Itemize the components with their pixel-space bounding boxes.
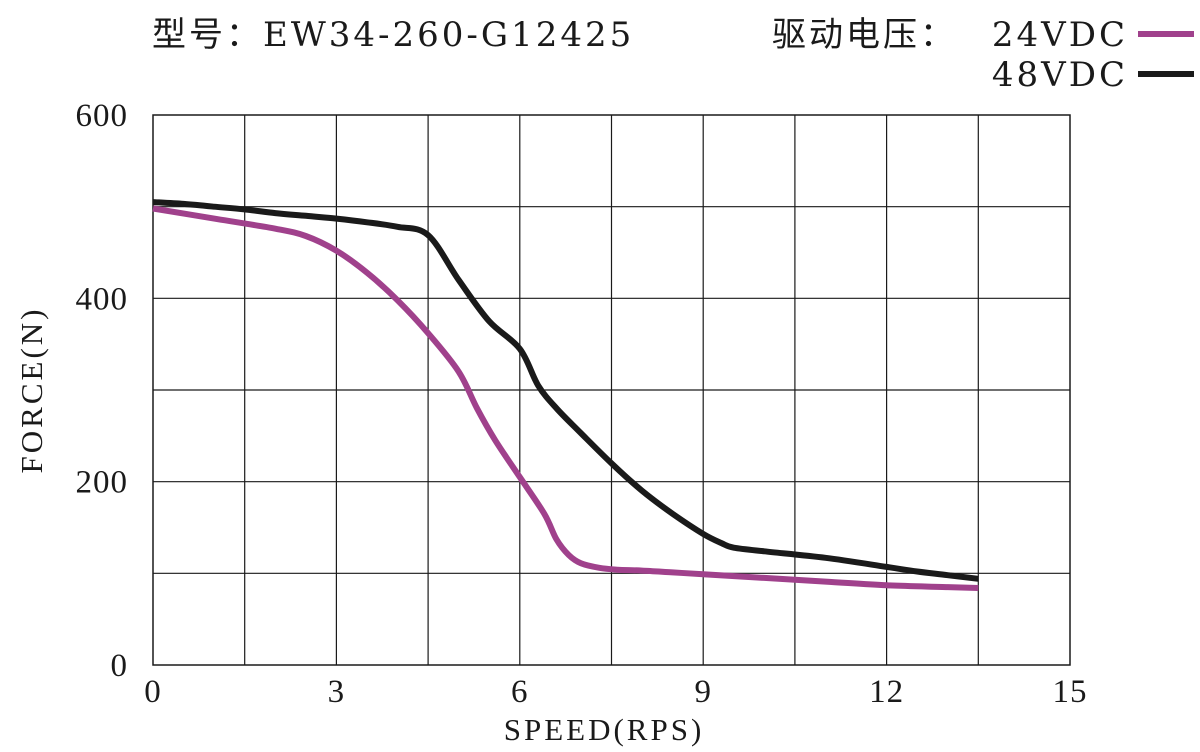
model-label: 型号：EW34-260-G12425 (152, 15, 634, 55)
y-tick-label: 200 (76, 465, 129, 501)
y-tick-label: 0 (111, 648, 129, 684)
series-line-24vdc (152, 205, 979, 591)
x-tick-label: 9 (694, 674, 712, 710)
legend-label-24vdc: 24VDC (992, 15, 1128, 55)
x-tick-label: 3 (328, 674, 346, 710)
series-line-48vdc (152, 199, 979, 582)
x-tick-label: 15 (1053, 674, 1088, 710)
series-layer (152, 199, 979, 591)
y-tick-label: 400 (76, 281, 129, 317)
grid-lines (153, 115, 1070, 665)
x-tick-label: 6 (511, 674, 529, 710)
voltage-label: 驱动电压： (772, 15, 957, 55)
plot-frame (152, 114, 1071, 666)
x-axis-label: SPEED(RPS) (504, 712, 705, 747)
tick-labels: 0 3 6 9 12 15 0 200 400 600 (76, 98, 1088, 710)
y-axis-label: FORCE(N) (14, 307, 49, 474)
x-tick-label: 0 (144, 674, 162, 710)
legend: 24VDC 48VDC (992, 15, 1194, 95)
y-tick-label: 600 (76, 98, 129, 134)
legend-label-48vdc: 48VDC (992, 55, 1128, 95)
x-tick-label: 12 (869, 674, 904, 710)
